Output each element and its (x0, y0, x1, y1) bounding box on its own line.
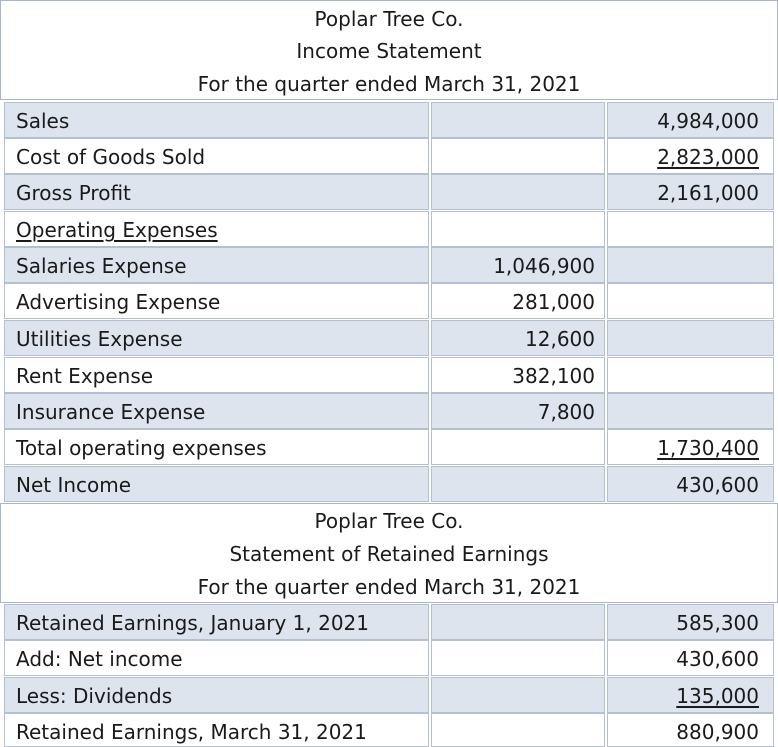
row-amount-net-income: 430,600 (607, 466, 774, 502)
row-label-gross-profit: Gross Profit (4, 174, 429, 210)
row-mid-utilities-expense: 12,600 (431, 320, 605, 356)
row-label-net-income: Net Income (4, 466, 429, 502)
retained-earnings-title: Statement of Retained Earnings (229, 542, 549, 566)
row-amount-gross-profit: 2,161,000 (607, 174, 774, 210)
row-mid-cost-of-goods-sold (431, 138, 605, 174)
row-amount-insurance-expense (607, 393, 774, 429)
income-statement-company: Poplar Tree Co. (314, 7, 464, 31)
re-row-mid-ending (431, 713, 605, 747)
row-amount-cost-of-goods-sold-cell: 2,823,000 (607, 138, 774, 174)
row-amount-rent-expense (607, 357, 774, 393)
row-mid-sales (431, 102, 605, 138)
row-label-insurance-expense: Insurance Expense (4, 393, 429, 429)
row-label-sales: Sales (4, 102, 429, 138)
row-amount-sales: 4,984,000 (607, 102, 774, 138)
row-amount-utilities-expense (607, 320, 774, 356)
row-mid-operating-expenses (431, 211, 605, 247)
row-label-operating-expenses: Operating Expenses (16, 218, 218, 242)
row-mid-salaries-expense: 1,046,900 (431, 247, 605, 283)
re-row-amount-net-income: 430,600 (607, 640, 774, 676)
re-row-amount-beginning: 585,300 (607, 604, 774, 640)
row-amount-total-operating-expenses: 1,730,400 (657, 436, 759, 460)
row-mid-insurance-expense: 7,800 (431, 393, 605, 429)
re-row-label-net-income: Add: Net income (4, 640, 429, 676)
row-mid-net-income (431, 466, 605, 502)
row-label-salaries-expense: Salaries Expense (4, 247, 429, 283)
re-row-mid-beginning (431, 604, 605, 640)
re-row-amount-dividends-cell: 135,000 (607, 677, 774, 713)
row-label-rent-expense: Rent Expense (4, 357, 429, 393)
row-amount-advertising-expense (607, 283, 774, 319)
row-amount-operating-expenses (607, 211, 774, 247)
row-mid-gross-profit (431, 174, 605, 210)
row-mid-rent-expense: 382,100 (431, 357, 605, 393)
row-amount-cost-of-goods-sold: 2,823,000 (657, 145, 759, 169)
row-label-total-operating-expenses: Total operating expenses (4, 429, 429, 465)
re-row-amount-dividends: 135,000 (676, 684, 759, 708)
income-statement-period: For the quarter ended March 31, 2021 (197, 72, 581, 96)
row-amount-total-operating-expenses-cell: 1,730,400 (607, 429, 774, 465)
re-row-label-dividends: Less: Dividends (4, 677, 429, 713)
re-row-mid-dividends (431, 677, 605, 713)
re-row-mid-net-income (431, 640, 605, 676)
row-label-cost-of-goods-sold: Cost of Goods Sold (4, 138, 429, 174)
re-row-label-beginning: Retained Earnings, January 1, 2021 (4, 604, 429, 640)
row-amount-salaries-expense (607, 247, 774, 283)
retained-earnings-period: For the quarter ended March 31, 2021 (197, 575, 581, 599)
row-label-advertising-expense: Advertising Expense (4, 283, 429, 319)
retained-earnings-company: Poplar Tree Co. (314, 509, 464, 533)
row-label-utilities-expense: Utilities Expense (4, 320, 429, 356)
row-label-operating-expenses-cell: Operating Expenses (4, 211, 429, 247)
row-mid-advertising-expense: 281,000 (431, 283, 605, 319)
income-statement-title: Income Statement (296, 39, 482, 63)
re-row-amount-ending: 880,900 (607, 713, 774, 747)
row-mid-total-operating-expenses (431, 429, 605, 465)
re-row-label-ending: Retained Earnings, March 31, 2021 (4, 713, 429, 747)
